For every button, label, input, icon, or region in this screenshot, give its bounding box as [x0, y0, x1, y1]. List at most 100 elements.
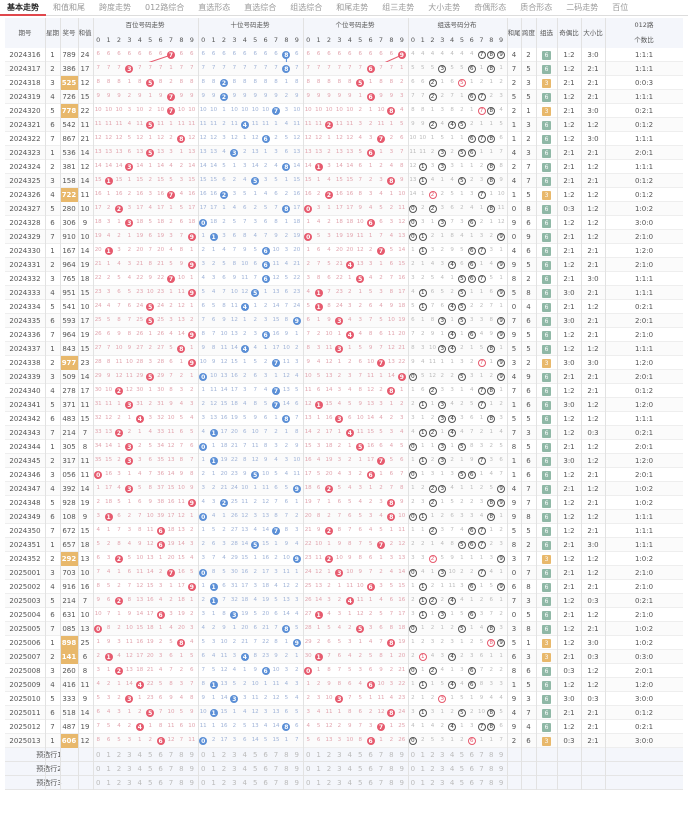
prediction-digit[interactable]: 9 — [189, 764, 195, 773]
tab-4[interactable]: 直选形态 — [198, 3, 231, 12]
prediction-digit[interactable]: 8 — [284, 764, 289, 773]
prediction-digit[interactable]: 5 — [147, 750, 153, 759]
prediction-digit[interactable]: 9 — [498, 778, 504, 787]
prediction-digit[interactable]: 8 — [489, 778, 494, 787]
prediction-digit[interactable]: 7 — [479, 764, 484, 773]
prediction-digit[interactable]: 7 — [273, 778, 279, 787]
prediction-digit[interactable]: 9 — [498, 764, 504, 773]
prediction-digit[interactable]: 0 — [95, 764, 101, 773]
prediction-digit[interactable]: 4 — [242, 764, 248, 773]
prediction-digit[interactable]: 7 — [378, 764, 384, 773]
prediction-digit[interactable]: 4 — [347, 778, 353, 787]
prediction-digit[interactable]: 4 — [449, 778, 455, 787]
prediction-digit[interactable]: 8 — [389, 778, 394, 787]
prediction-digit[interactable]: 7 — [168, 778, 174, 787]
prediction-digit[interactable]: 4 — [347, 750, 353, 759]
prediction-digit[interactable]: 0 — [410, 750, 416, 759]
prediction-digit[interactable]: 9 — [189, 778, 195, 787]
prediction-digit[interactable]: 5 — [252, 750, 258, 759]
prediction-digit[interactable]: 7 — [479, 750, 484, 759]
prediction-digit[interactable]: 9 — [399, 764, 405, 773]
prediction-digit[interactable]: 0 — [305, 764, 311, 773]
prediction-digit[interactable]: 6 — [158, 750, 163, 759]
prediction-digit[interactable]: 6 — [158, 764, 163, 773]
prediction-digit[interactable]: 8 — [284, 750, 289, 759]
prediction-digit[interactable]: 3 — [440, 750, 445, 759]
prediction-digit[interactable]: 2 — [326, 750, 332, 759]
prediction-digit[interactable]: 5 — [459, 764, 465, 773]
prediction-digit[interactable]: 3 — [127, 750, 132, 759]
prediction-digit[interactable]: 6 — [263, 750, 268, 759]
prediction-digit[interactable]: 3 — [337, 764, 342, 773]
prediction-digit[interactable]: 4 — [449, 764, 455, 773]
prediction-digit[interactable]: 9 — [399, 750, 405, 759]
tab-9[interactable]: 大小走势 — [428, 3, 461, 12]
prediction-digit[interactable]: 9 — [399, 778, 405, 787]
prediction-digit[interactable]: 1 — [316, 764, 321, 773]
prediction-digit[interactable]: 1 — [211, 764, 216, 773]
prediction-digit[interactable]: 5 — [357, 764, 363, 773]
prediction-digit[interactable]: 0 — [200, 778, 206, 787]
prediction-digit[interactable]: 3 — [127, 778, 132, 787]
prediction-digit[interactable]: 8 — [489, 750, 494, 759]
prediction-digit[interactable]: 9 — [294, 764, 300, 773]
prediction-digit[interactable]: 0 — [410, 778, 416, 787]
prediction-digit[interactable]: 1 — [316, 750, 321, 759]
tab-3[interactable]: 012路综合 — [145, 3, 185, 12]
tab-11[interactable]: 质合形态 — [520, 3, 553, 12]
prediction-digit[interactable]: 9 — [498, 750, 504, 759]
prediction-digit[interactable]: 3 — [440, 778, 445, 787]
prediction-digit[interactable]: 4 — [137, 764, 143, 773]
prediction-digit[interactable]: 8 — [489, 764, 494, 773]
prediction-digit[interactable]: 2 — [116, 750, 122, 759]
prediction-digit[interactable]: 5 — [147, 778, 153, 787]
prediction-digit[interactable]: 4 — [347, 764, 353, 773]
prediction-digit[interactable]: 2 — [326, 764, 332, 773]
prediction-digit[interactable]: 1 — [211, 750, 216, 759]
prediction-digit[interactable]: 9 — [294, 778, 300, 787]
prediction-digit[interactable]: 7 — [378, 778, 384, 787]
prediction-digit[interactable]: 7 — [168, 764, 174, 773]
prediction-digit[interactable]: 8 — [179, 750, 184, 759]
prediction-digit[interactable]: 3 — [337, 750, 342, 759]
tab-12[interactable]: 二码走势 — [566, 3, 599, 12]
prediction-digit[interactable]: 0 — [200, 750, 206, 759]
prediction-digit[interactable]: 1 — [211, 778, 216, 787]
prediction-digit[interactable]: 3 — [232, 764, 237, 773]
prediction-digit[interactable]: 2 — [430, 764, 435, 773]
prediction-digit[interactable]: 7 — [378, 750, 384, 759]
prediction-digit[interactable]: 4 — [137, 750, 143, 759]
prediction-digit[interactable]: 0 — [95, 778, 101, 787]
prediction-digit[interactable]: 0 — [200, 764, 206, 773]
tab-8[interactable]: 组三走势 — [382, 3, 415, 12]
prediction-digit[interactable]: 0 — [305, 778, 311, 787]
prediction-digit[interactable]: 2 — [116, 764, 122, 773]
prediction-digit[interactable]: 2 — [116, 778, 122, 787]
prediction-digit[interactable]: 9 — [189, 750, 195, 759]
prediction-digit[interactable]: 2 — [221, 750, 227, 759]
prediction-digit[interactable]: 0 — [305, 750, 311, 759]
prediction-digit[interactable]: 2 — [430, 778, 435, 787]
prediction-digit[interactable]: 5 — [459, 750, 465, 759]
prediction-digit[interactable]: 1 — [316, 778, 321, 787]
prediction-digit[interactable]: 6 — [263, 778, 268, 787]
prediction-digit[interactable]: 6 — [469, 750, 474, 759]
prediction-digit[interactable]: 0 — [95, 750, 101, 759]
prediction-digit[interactable]: 1 — [420, 764, 425, 773]
prediction-digit[interactable]: 0 — [410, 764, 416, 773]
prediction-digit[interactable]: 1 — [420, 778, 425, 787]
prediction-digit[interactable]: 5 — [357, 778, 363, 787]
prediction-digit[interactable]: 1 — [106, 750, 111, 759]
prediction-digit[interactable]: 1 — [106, 778, 111, 787]
prediction-digit[interactable]: 8 — [179, 764, 184, 773]
tab-6[interactable]: 组选综合 — [290, 3, 323, 12]
tab-2[interactable]: 跨度走势 — [99, 3, 131, 12]
tab-7[interactable]: 和尾走势 — [336, 3, 369, 12]
prediction-digit[interactable]: 4 — [137, 778, 143, 787]
prediction-digit[interactable]: 2 — [221, 764, 227, 773]
prediction-digit[interactable]: 9 — [294, 750, 300, 759]
tab-1[interactable]: 和值和尾 — [53, 3, 85, 12]
prediction-digit[interactable]: 3 — [232, 750, 237, 759]
prediction-digit[interactable]: 3 — [127, 764, 132, 773]
tab-5[interactable]: 直选综合 — [244, 3, 277, 12]
